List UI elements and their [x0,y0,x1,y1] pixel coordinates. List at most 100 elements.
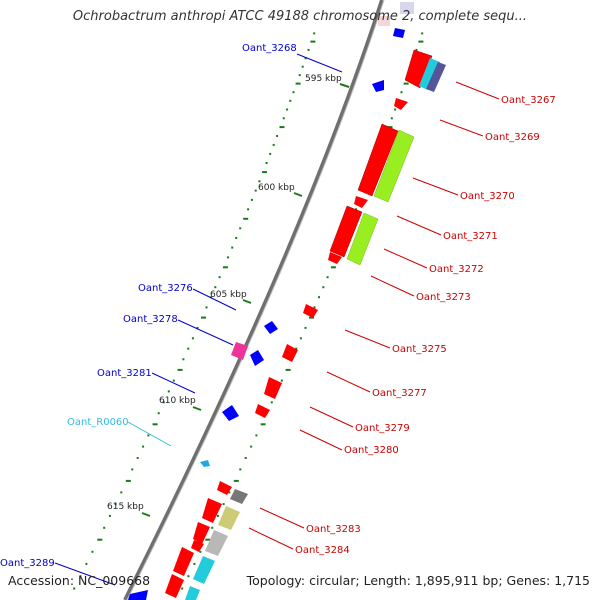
chromosome-backbone-highlight [126,0,385,600]
tick-mark [182,358,185,361]
chromosome-backbone [123,0,384,600]
label-oant-3275[interactable]: Oant_3275 [392,344,447,355]
tick-mark [181,587,184,590]
tick-mark [415,48,418,51]
tick-mark [243,217,249,220]
label-oant-3281[interactable]: Oant_3281 [97,368,152,379]
ruler-tick-610 [192,406,202,411]
tick-mark [187,347,190,350]
tick-mark [270,401,273,404]
tick-mark [216,514,219,517]
tick-mark [142,445,145,448]
tick-mark [85,562,88,565]
label-oant-3289[interactable]: Oant_3289 [0,558,55,569]
label-oant-3272[interactable]: Oant_3272 [429,264,484,275]
ruler-label-610: 610 kbp [159,396,196,406]
label-oant-3277[interactable]: Oant_3277 [372,388,427,399]
forward-genes [165,49,433,598]
tick-mark [211,526,214,529]
tick-mark [218,276,221,279]
tick-mark [279,126,285,129]
tick-mark [193,562,196,565]
tick-mark [295,347,298,350]
tick-mark [313,32,316,35]
faded-genes-top [378,2,414,38]
tick-mark [269,152,272,155]
tick-mark [201,316,206,319]
tick-mark [228,491,231,494]
tick-mark [239,227,242,230]
gene-oant-3268 [372,80,384,92]
label-oant-3270[interactable]: Oant_3270 [460,191,515,202]
ruler: 595 kbp 600 kbp 605 kbp 610 kbp 615 kbp [107,74,350,517]
tick-mark [403,82,409,85]
tick-mark [97,538,103,541]
tick-mark [196,326,199,329]
gene-oant-3277 [282,344,298,362]
gene-red-small-d [165,574,184,598]
tick-mark [310,40,316,43]
gene-red-small-a [193,522,210,544]
tick-mark [285,368,291,371]
tick-mark [79,575,82,578]
tick-mark [152,423,158,426]
cog-box-yellow [218,506,240,530]
label-oant-3278[interactable]: Oant_3278 [123,314,178,325]
tick-mark [187,575,190,578]
gene-oant-3272 [329,205,363,258]
label-oant-3284[interactable]: Oant_3284 [295,545,350,556]
gene-oant-3289 [128,590,148,600]
label-oant-3273[interactable]: Oant_3273 [416,292,471,303]
tick-mark [262,171,267,174]
label-oant-3280[interactable]: Oant_3280 [344,445,399,456]
tick-track-inner [73,32,316,590]
label-oant-r0060[interactable]: Oant_R0060 [67,417,129,428]
ruler-tick-600 [293,192,303,197]
tick-mark [260,423,266,426]
tick-mark [298,74,301,77]
tick-mark [254,189,257,192]
tick-mark [394,108,397,111]
label-oant-3276[interactable]: Oant_3276 [138,283,193,294]
label-oant-3267[interactable]: Oant_3267 [501,95,556,106]
right-leaders [248,81,500,550]
cog-box-grey-2 [205,530,228,556]
gene-red-small-c [173,547,194,576]
gene-oant-3273 [328,252,342,264]
tick-mark [244,457,247,459]
tick-mark [255,434,258,437]
cog-box-green-1 [373,129,415,203]
tick-mark [214,286,217,289]
tick-mark [390,117,393,120]
tick-mark [108,514,111,517]
tick-mark [222,503,225,506]
left-labels: Oant_3268 Oant_3276 Oant_3278 Oant_3281 … [0,43,297,569]
cog-box-magenta [231,342,248,360]
ruler-tick-605 [242,299,252,304]
tick-mark [205,306,208,309]
ruler-tick-615 [141,512,151,517]
tick-mark [73,587,76,590]
tick-mark [250,198,253,201]
tick-mark [265,162,268,164]
tick-mark [125,479,131,482]
tick-mark [272,143,275,146]
tick-mark [326,276,329,279]
cog-box-purple [426,62,446,92]
gene-oant-3269 [394,98,408,110]
tick-mark [136,457,139,459]
tick-mark [91,550,94,553]
tick-mark [250,445,253,448]
label-oant-3271[interactable]: Oant_3271 [443,231,498,242]
tick-mark [286,108,289,111]
tick-mark [304,326,307,329]
gene-oant-3276 [264,321,278,334]
label-oant-3269[interactable]: Oant_3269 [485,132,540,143]
label-oant-3268[interactable]: Oant_3268 [242,43,297,54]
tick-mark [421,32,424,35]
label-oant-3283[interactable]: Oant_3283 [306,524,361,535]
tick-mark [355,208,358,211]
label-oant-3279[interactable]: Oant_3279 [355,423,410,434]
ruler-tick-595 [339,83,350,88]
